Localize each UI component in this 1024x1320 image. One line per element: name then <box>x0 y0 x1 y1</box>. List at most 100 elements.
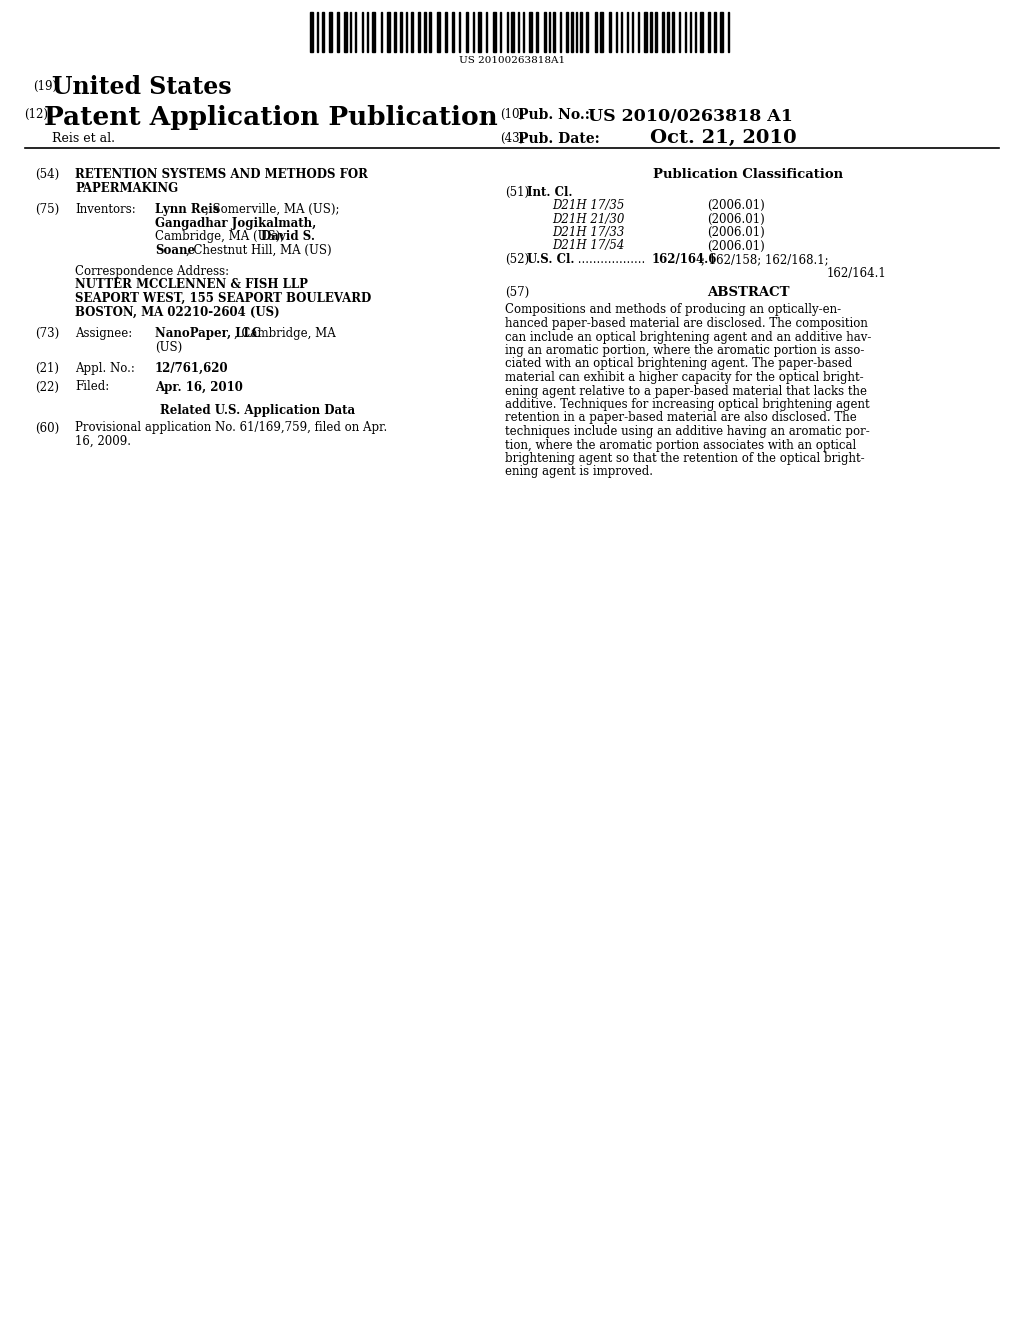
Text: US 2010/0263818 A1: US 2010/0263818 A1 <box>588 108 793 125</box>
Text: 12/761,620: 12/761,620 <box>155 362 228 375</box>
Text: BOSTON, MA 02210-2604 (US): BOSTON, MA 02210-2604 (US) <box>75 305 280 318</box>
Bar <box>337 12 339 51</box>
Text: Soane: Soane <box>155 243 196 256</box>
Bar <box>429 12 431 51</box>
Text: 162/164.6: 162/164.6 <box>652 253 718 267</box>
Text: (US): (US) <box>155 341 182 354</box>
Bar <box>644 12 647 51</box>
Text: retention in a paper-based material are also disclosed. The: retention in a paper-based material are … <box>505 412 857 425</box>
Text: (43): (43) <box>500 132 524 145</box>
Text: additive. Techniques for increasing optical brightening agent: additive. Techniques for increasing opti… <box>505 399 869 411</box>
Text: PAPERMAKING: PAPERMAKING <box>75 181 178 194</box>
Bar <box>387 12 390 51</box>
Bar <box>566 12 568 51</box>
Text: Compositions and methods of producing an optically-en-: Compositions and methods of producing an… <box>505 304 841 317</box>
Bar <box>708 12 710 51</box>
Text: (22): (22) <box>35 380 59 393</box>
Text: Correspondence Address:: Correspondence Address: <box>75 265 229 279</box>
Text: (2006.01): (2006.01) <box>707 199 765 213</box>
Text: hanced paper-based material are disclosed. The composition: hanced paper-based material are disclose… <box>505 317 868 330</box>
Bar <box>493 12 496 51</box>
Text: Filed:: Filed: <box>75 380 110 393</box>
Bar <box>553 12 555 51</box>
Text: (10): (10) <box>500 108 524 121</box>
Bar <box>672 12 674 51</box>
Bar <box>662 12 664 51</box>
Text: ; 162/158; 162/168.1;: ; 162/158; 162/168.1; <box>701 253 828 267</box>
Bar <box>714 12 716 51</box>
Text: Cambridge, MA (US);: Cambridge, MA (US); <box>155 230 288 243</box>
Text: (75): (75) <box>35 203 59 216</box>
Text: brightening agent so that the retention of the optical bright-: brightening agent so that the retention … <box>505 451 864 465</box>
Bar <box>700 12 703 51</box>
Text: can include an optical brightening agent and an additive hav-: can include an optical brightening agent… <box>505 330 871 343</box>
Text: ciated with an optical brightening agent. The paper-based: ciated with an optical brightening agent… <box>505 358 852 371</box>
Text: , Somerville, MA (US);: , Somerville, MA (US); <box>205 203 340 216</box>
Bar <box>344 12 347 51</box>
Text: U.S. Cl.: U.S. Cl. <box>527 253 574 267</box>
Text: (52): (52) <box>505 253 529 267</box>
Bar <box>322 12 324 51</box>
Text: Lynn Reis: Lynn Reis <box>155 203 219 216</box>
Text: , Cambridge, MA: , Cambridge, MA <box>234 327 336 341</box>
Text: ing an aromatic portion, where the aromatic portion is asso-: ing an aromatic portion, where the aroma… <box>505 345 864 356</box>
Text: Publication Classification: Publication Classification <box>653 168 843 181</box>
Text: NanoPaper, LLC: NanoPaper, LLC <box>155 327 261 341</box>
Text: Related U.S. Application Data: Related U.S. Application Data <box>160 404 355 417</box>
Bar <box>544 12 546 51</box>
Bar <box>580 12 582 51</box>
Bar <box>655 12 657 51</box>
Bar <box>720 12 723 51</box>
Text: material can exhibit a higher capacity for the optical bright-: material can exhibit a higher capacity f… <box>505 371 863 384</box>
Text: Apr. 16, 2010: Apr. 16, 2010 <box>155 380 243 393</box>
Bar <box>372 12 375 51</box>
Text: D21H 21/30: D21H 21/30 <box>552 213 625 226</box>
Bar <box>424 12 426 51</box>
Bar <box>329 12 332 51</box>
Bar <box>595 12 597 51</box>
Text: (73): (73) <box>35 327 59 341</box>
Text: United States: United States <box>52 75 231 99</box>
Text: ABSTRACT: ABSTRACT <box>707 286 790 300</box>
Text: Oct. 21, 2010: Oct. 21, 2010 <box>650 129 797 147</box>
Text: (12): (12) <box>24 108 48 121</box>
Text: (57): (57) <box>505 286 529 300</box>
Text: Patent Application Publication: Patent Application Publication <box>44 106 498 129</box>
Bar <box>418 12 420 51</box>
Text: Inventors:: Inventors: <box>75 203 136 216</box>
Text: , Chestnut Hill, MA (US): , Chestnut Hill, MA (US) <box>186 243 332 256</box>
Text: ening agent is improved.: ening agent is improved. <box>505 466 653 479</box>
Text: (54): (54) <box>35 168 59 181</box>
Text: (2006.01): (2006.01) <box>707 239 765 252</box>
Bar <box>609 12 611 51</box>
Text: 16, 2009.: 16, 2009. <box>75 436 131 447</box>
Text: (21): (21) <box>35 362 59 375</box>
Bar <box>411 12 413 51</box>
Text: NUTTER MCCLENNEN & FISH LLP: NUTTER MCCLENNEN & FISH LLP <box>75 279 308 292</box>
Bar <box>466 12 468 51</box>
Bar <box>600 12 603 51</box>
Bar <box>586 12 588 51</box>
Text: ening agent relative to a paper-based material that lacks the: ening agent relative to a paper-based ma… <box>505 384 867 397</box>
Bar <box>536 12 538 51</box>
Bar <box>650 12 652 51</box>
Text: US 20100263818A1: US 20100263818A1 <box>459 55 565 65</box>
Text: SEAPORT WEST, 155 SEAPORT BOULEVARD: SEAPORT WEST, 155 SEAPORT BOULEVARD <box>75 292 372 305</box>
Text: RETENTION SYSTEMS AND METHODS FOR: RETENTION SYSTEMS AND METHODS FOR <box>75 168 368 181</box>
Text: Assignee:: Assignee: <box>75 327 132 341</box>
Bar <box>511 12 514 51</box>
Bar <box>437 12 440 51</box>
Bar <box>394 12 396 51</box>
Text: ..................: .................. <box>574 253 649 267</box>
Text: Pub. Date:: Pub. Date: <box>518 132 600 147</box>
Bar <box>529 12 532 51</box>
Text: (2006.01): (2006.01) <box>707 213 765 226</box>
Bar <box>667 12 669 51</box>
Text: tion, where the aromatic portion associates with an optical: tion, where the aromatic portion associa… <box>505 438 856 451</box>
Bar <box>445 12 447 51</box>
Bar <box>400 12 402 51</box>
Text: Pub. No.:: Pub. No.: <box>518 108 590 121</box>
Bar <box>571 12 573 51</box>
Text: Reis et al.: Reis et al. <box>52 132 115 145</box>
Text: D21H 17/33: D21H 17/33 <box>552 226 625 239</box>
